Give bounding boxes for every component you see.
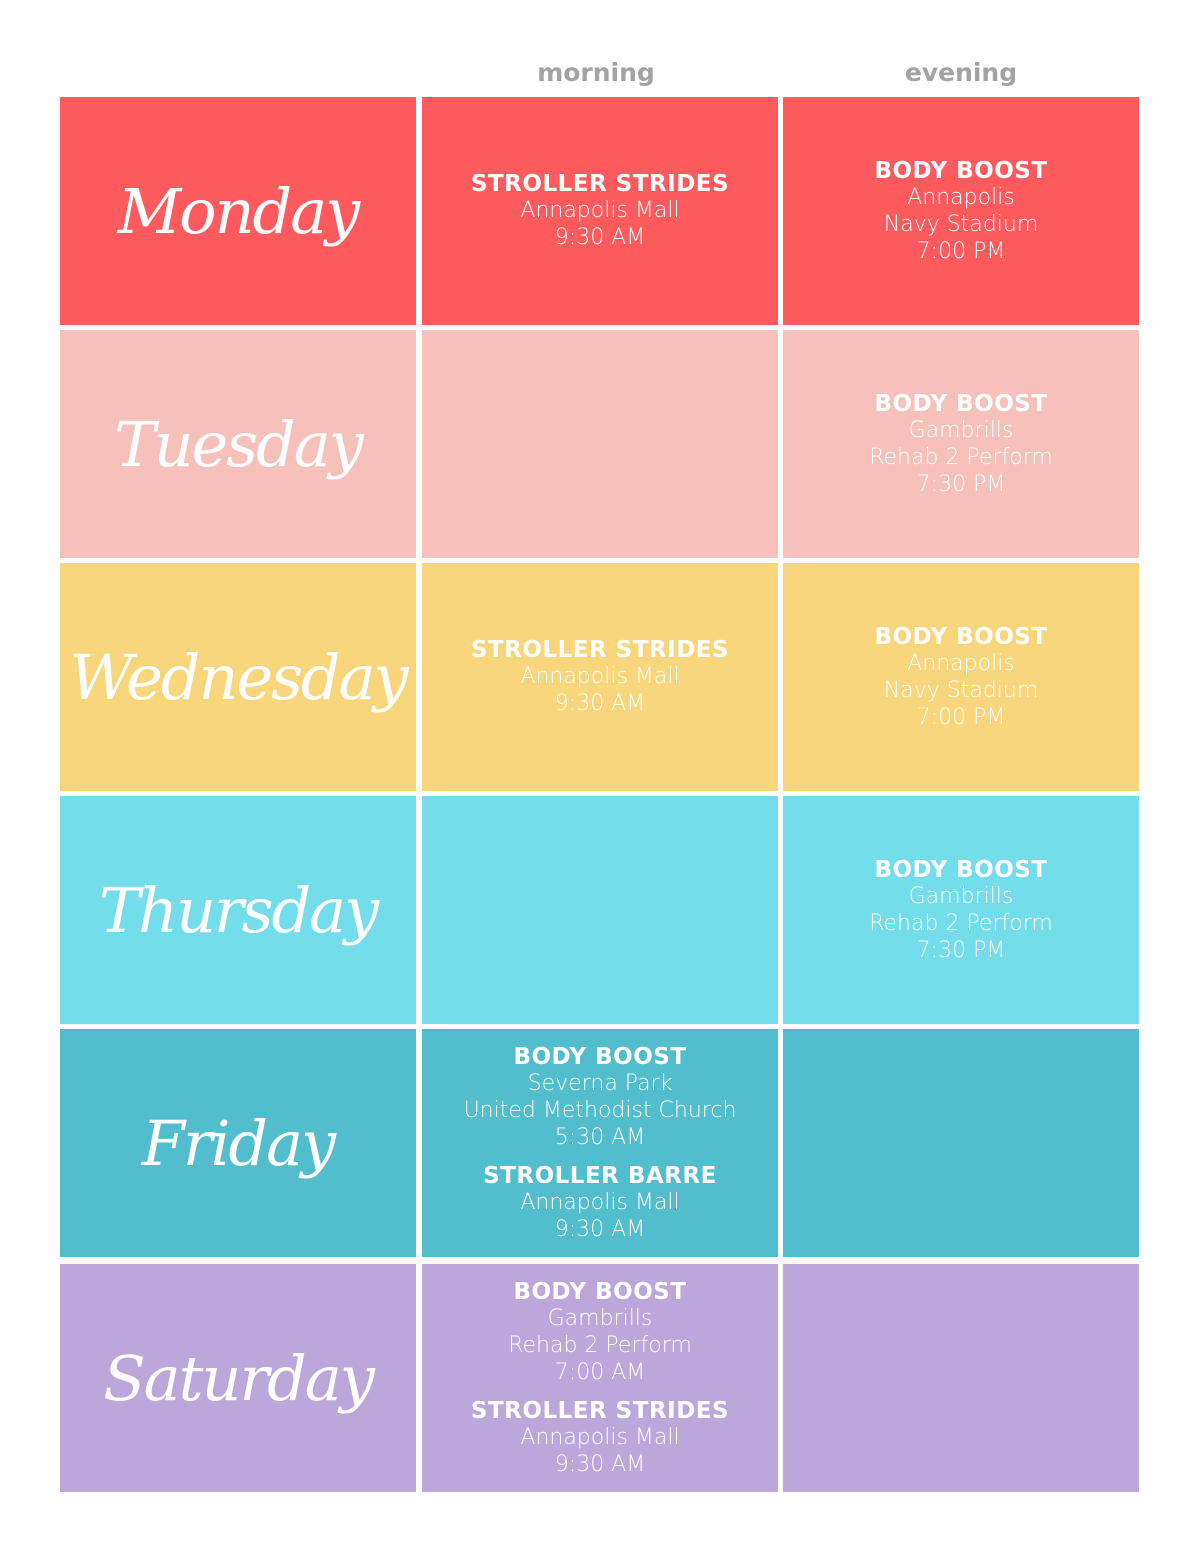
evening-cell: BODY BOOST Gambrills Rehab 2 Perform 7:30 P… xyxy=(783,330,1139,558)
class-detail: Navy Stadium xyxy=(883,677,1039,703)
class-entry: BODY BOOST Gambrills Rehab 2 Perform 7:00 A… xyxy=(508,1279,692,1386)
class-detail: Annapolis Mall xyxy=(520,198,680,223)
evening-cell xyxy=(783,1264,1139,1492)
class-title: STROLLER STRIDES xyxy=(470,171,730,197)
class-detail: Rehab 2 Perform xyxy=(508,1332,692,1358)
class-detail: Severna Park xyxy=(527,1070,673,1096)
day-label: Saturday xyxy=(103,1341,375,1415)
class-detail: Gambrills xyxy=(908,417,1014,443)
evening-cell: BODY BOOST Annapolis Navy Stadium 7:00 PM xyxy=(783,563,1139,791)
day-cell: Wednesday xyxy=(60,563,416,791)
class-title: STROLLER STRIDES xyxy=(470,1397,730,1424)
day-cell: Saturday xyxy=(60,1264,416,1492)
class-detail: Annapolis Mall xyxy=(520,1189,680,1215)
class-detail: 7:00 PM xyxy=(916,238,1006,264)
header-evening: evening xyxy=(904,58,1018,87)
class-detail: Annapolis Mall xyxy=(520,1424,680,1450)
evening-cell: BODY BOOST Annapolis Navy Stadium 7:00 PM xyxy=(783,97,1139,325)
class-entry: BODY BOOST Annapolis Navy Stadium 7:00 PM xyxy=(874,624,1047,731)
class-detail: 5:30 AM xyxy=(554,1124,646,1150)
class-title: BODY BOOST xyxy=(874,856,1048,883)
day-label: Monday xyxy=(117,174,360,248)
class-detail: Navy Stadium xyxy=(883,211,1039,237)
class-detail: 7:30 PM xyxy=(916,471,1006,497)
morning-cell: STROLLER STRIDES Annapolis Mall 9:30 AM xyxy=(422,563,778,791)
class-entry: STROLLER STRIDES Annapolis Mall 9:30 AM xyxy=(471,171,729,251)
class-detail: Rehab 2 Perform xyxy=(869,910,1053,936)
class-detail: Annapolis Mall xyxy=(520,664,680,689)
evening-cell: BODY BOOST Gambrills Rehab 2 Perform 7:30 P… xyxy=(783,796,1139,1024)
class-entry: BODY BOOST Gambrills Rehab 2 Perform 7:30 P… xyxy=(869,857,1053,964)
class-detail: Annapolis xyxy=(907,650,1015,676)
class-title: BODY BOOST xyxy=(513,1278,687,1305)
morning-cell: BODY BOOST Gambrills Rehab 2 Perform 7:00 A… xyxy=(422,1264,778,1492)
class-entry: STROLLER STRIDES Annapolis Mall 9:30 AM xyxy=(471,637,729,717)
class-entry: BODY BOOST Annapolis Navy Stadium 7:00 PM xyxy=(874,158,1047,265)
class-detail: Annapolis xyxy=(907,184,1015,210)
class-detail: Rehab 2 Perform xyxy=(869,444,1053,470)
class-detail: 7:00 AM xyxy=(554,1359,646,1385)
class-detail: Gambrills xyxy=(547,1305,653,1331)
class-title: STROLLER STRIDES xyxy=(470,637,730,663)
morning-cell xyxy=(422,796,778,1024)
class-detail: 9:30 AM xyxy=(554,691,646,716)
class-entry: BODY BOOST Severna Park United Methodist C… xyxy=(464,1044,737,1151)
header-morning: morning xyxy=(537,58,655,87)
morning-cell xyxy=(422,330,778,558)
day-label: Wednesday xyxy=(69,640,408,714)
day-label: Thursday xyxy=(98,873,379,947)
class-detail: 9:30 AM xyxy=(554,225,646,250)
class-title: BODY BOOST xyxy=(874,623,1048,650)
day-label: Friday xyxy=(141,1106,336,1180)
morning-cell: BODY BOOST Severna Park United Methodist C… xyxy=(422,1029,778,1257)
class-title: BODY BOOST xyxy=(874,390,1048,417)
class-title: BODY BOOST xyxy=(874,157,1048,184)
evening-cell xyxy=(783,1029,1139,1257)
day-cell: Friday xyxy=(60,1029,416,1257)
class-title: BODY BOOST xyxy=(513,1043,687,1070)
class-title: STROLLER BARRE xyxy=(483,1162,717,1189)
class-entry: STROLLER BARRE Annapolis Mall 9:30 AM xyxy=(483,1163,717,1243)
day-cell: Thursday xyxy=(60,796,416,1024)
day-cell: Monday xyxy=(60,97,416,325)
class-detail: Gambrills xyxy=(908,883,1014,909)
class-detail: 9:30 AM xyxy=(554,1451,646,1477)
morning-cell: STROLLER STRIDES Annapolis Mall 9:30 AM xyxy=(422,97,778,325)
day-label: Tuesday xyxy=(114,407,363,481)
class-detail: 9:30 AM xyxy=(554,1216,646,1242)
class-entry: BODY BOOST Gambrills Rehab 2 Perform 7:30 P… xyxy=(869,391,1053,498)
class-detail: United Methodist Church xyxy=(463,1097,737,1123)
day-cell: Tuesday xyxy=(60,330,416,558)
class-entry: STROLLER STRIDES Annapolis Mall 9:30 AM xyxy=(471,1398,729,1478)
class-detail: 7:30 PM xyxy=(916,937,1006,963)
class-detail: 7:00 PM xyxy=(916,704,1006,730)
